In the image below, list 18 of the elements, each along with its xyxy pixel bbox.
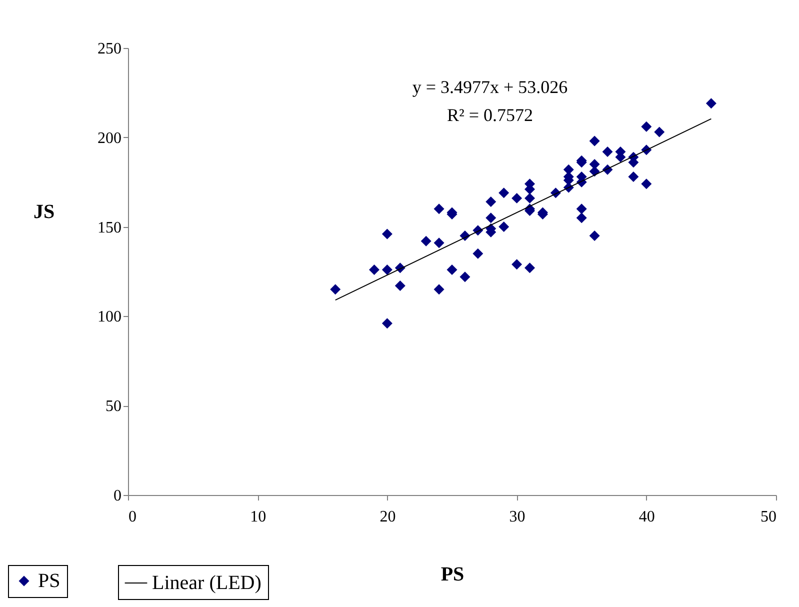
y-tick-label: 200	[98, 130, 122, 147]
annotation: R² = 0.7572	[446, 105, 534, 125]
annotation: y = 3.4977x + 53.026	[412, 77, 568, 97]
y-tick-label: 250	[98, 40, 122, 58]
y-tick-label: 50	[106, 398, 122, 416]
x-tick-label: 10	[250, 508, 266, 526]
x-tick-label: 20	[380, 508, 396, 526]
x-tick-label: 50	[760, 508, 776, 526]
x-tick-label: 0	[128, 508, 136, 526]
y-tick-label: 150	[98, 219, 122, 236]
legend-label: Linear (LED)	[152, 572, 262, 594]
y-tick-label: 0	[114, 488, 122, 504]
y-tick-label: 100	[98, 308, 122, 326]
y-axis-title: JS	[34, 201, 55, 223]
x-tick-label: 40	[638, 508, 655, 526]
x-tick-label: 30	[509, 508, 526, 526]
legend-label: PS	[38, 570, 60, 592]
x-axis-title: PS	[440, 564, 464, 586]
